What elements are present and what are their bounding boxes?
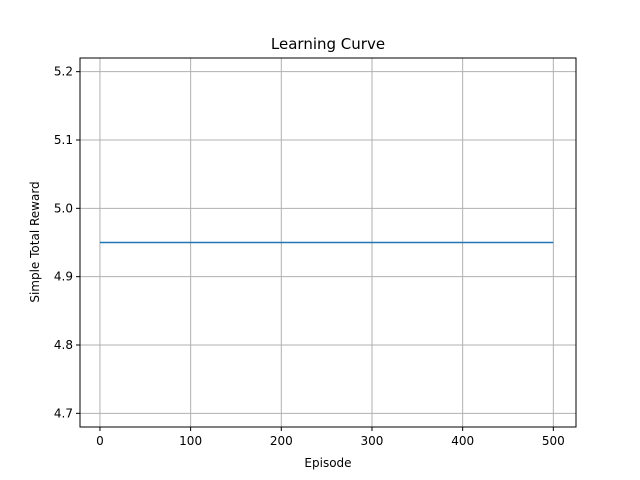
x-tick-label: 100: [179, 434, 202, 448]
x-tick-label: 0: [96, 434, 104, 448]
y-tick-label: 4.8: [54, 338, 73, 352]
y-tick-label: 5.2: [54, 65, 73, 79]
x-tick-label: 200: [270, 434, 293, 448]
plot-frame: [79, 57, 577, 428]
y-tick-label: 4.9: [54, 270, 73, 284]
y-tick-label: 5.1: [54, 133, 73, 147]
y-axis-label: Simple Total Reward: [28, 181, 42, 302]
y-tick-label: 5.0: [54, 201, 73, 215]
x-tick-label: 300: [361, 434, 384, 448]
x-tick-label: 500: [542, 434, 565, 448]
chart-title: Learning Curve: [271, 35, 385, 53]
y-axis: 4.7 4.8 4.9 5.0 5.1 5.2: [54, 65, 80, 420]
x-axis: 0 100 200 300 400 500: [96, 427, 565, 448]
y-tick-label: 4.7: [54, 406, 73, 420]
x-tick-label: 400: [451, 434, 474, 448]
x-axis-label: Episode: [304, 456, 351, 470]
